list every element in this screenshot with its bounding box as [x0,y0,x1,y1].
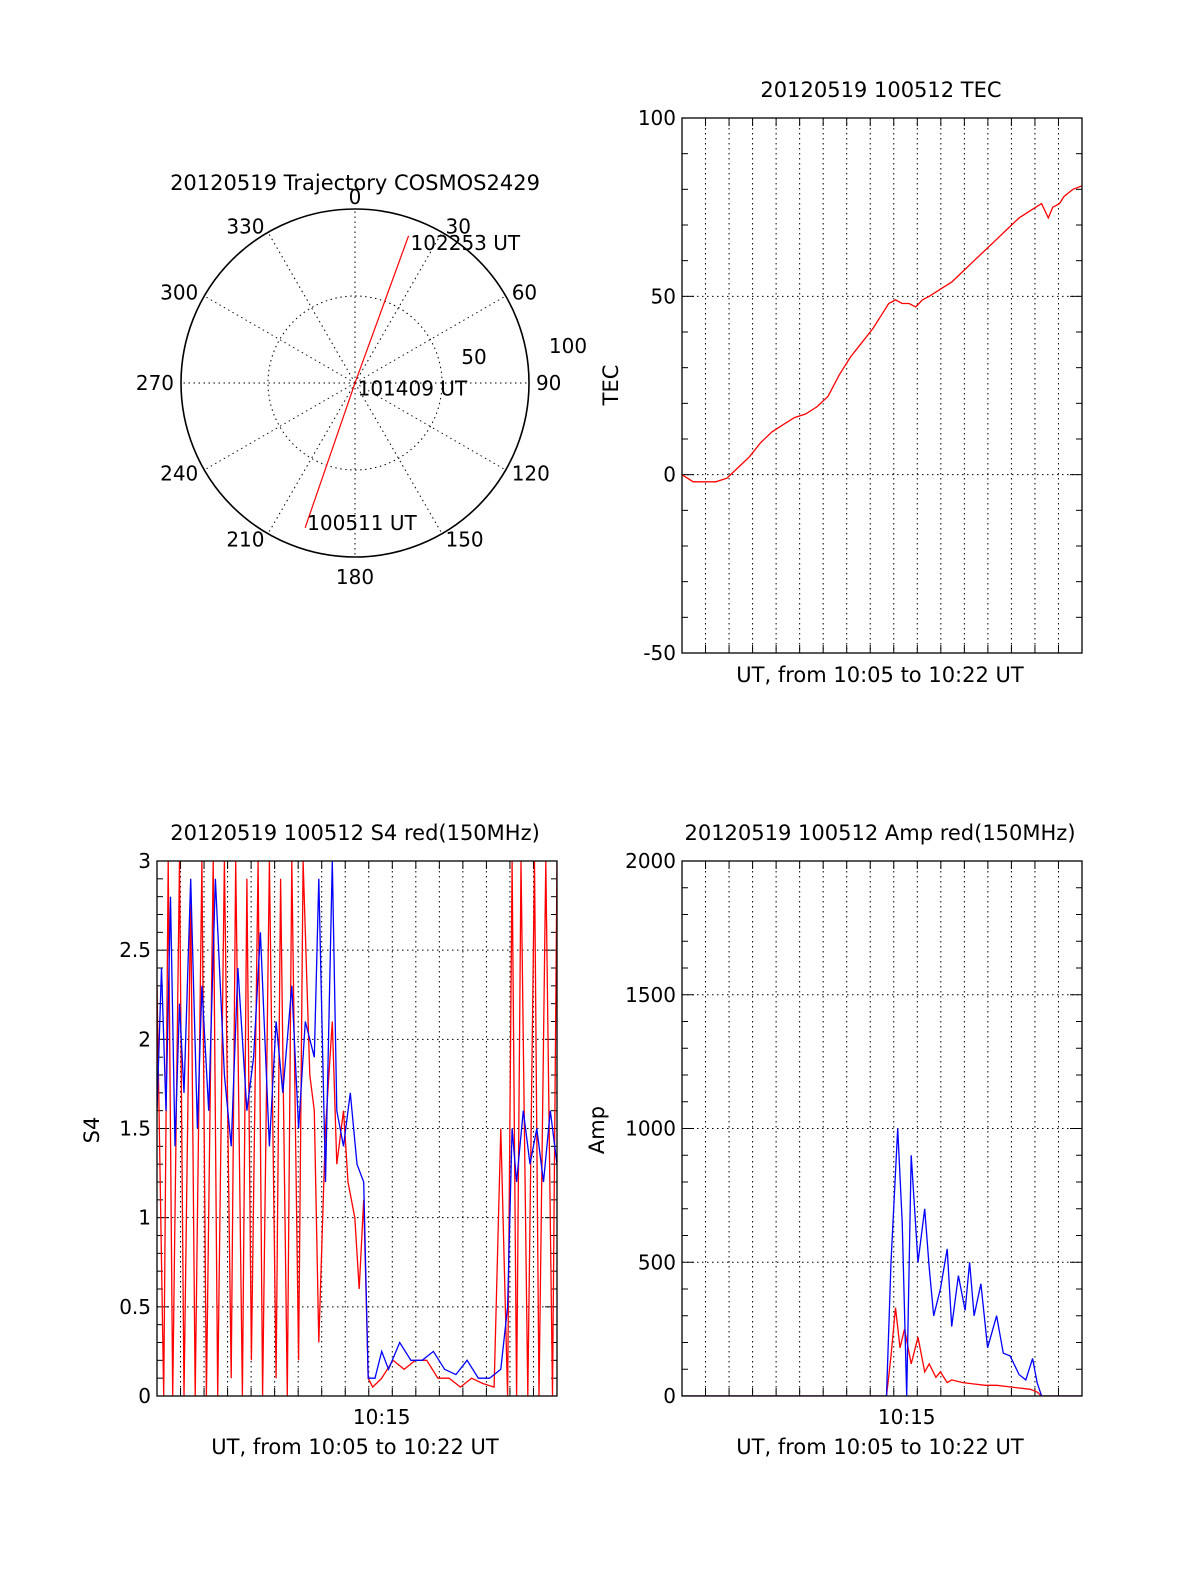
amp-plot-area: 2000 1500 1000 500 0 10:15 [625,849,1083,1429]
polar-spoke [204,382,356,471]
polar-radius-labels: 50 100 [461,334,587,369]
plot-frame [681,860,1083,1397]
polar-spoke [267,382,356,534]
y-tick-label: 2 [138,1027,151,1051]
trajectory-point-label: 102253 UT [411,231,521,255]
trajectory-line [304,235,410,528]
y-tick-label: 50 [651,284,676,308]
plot-frame [681,117,1083,654]
polar-azimuth-label: 150 [445,528,483,552]
polar-azimuth-label: 240 [160,461,198,485]
trajectory-title: 20120519 Trajectory COSMOS2429 [170,171,540,195]
polar-grid [181,209,529,557]
y-tick-label: 0 [138,1384,151,1408]
series-line-blue [682,1128,1082,1396]
polar-azimuth-label: 90 [536,371,561,395]
y-tick-label: 100 [638,106,676,130]
y-tick-label: 1.5 [119,1117,151,1141]
y-tick-label: 500 [638,1250,676,1274]
polar-spoke [354,232,443,384]
polar-outer-circle [180,208,530,558]
polar-azimuth-label: 210 [226,528,264,552]
y-tick-label: 1 [138,1206,151,1230]
trajectory-point-label: 101409 UT [358,376,468,400]
s4-ylabel: S4 [80,1117,104,1144]
tec-xlabel: UT, from 10:05 to 10:22 UT [736,663,1024,687]
polar-azimuth-label: 30 [445,214,470,238]
y-tick-label: 0.5 [119,1295,151,1319]
series-line-red [682,185,1082,483]
y-tick-label: 1000 [625,1117,676,1141]
polar-spoke [354,295,506,384]
polar-azimuth-label: 270 [136,371,174,395]
amp-title: 20120519 100512 Amp red(150MHz) [684,821,1075,845]
polar-spoke [354,382,443,534]
polar-azimuth-label: 120 [512,461,550,485]
x-tick-label: 10:15 [878,1405,936,1429]
series-line-blue [157,861,557,1379]
y-tick-label: 0 [663,1384,676,1408]
polar-radius-label: 100 [549,334,587,358]
y-tick-label: -50 [643,641,676,665]
trajectory-panel: 20120519 Trajectory COSMOS2429 0 30 60 90 12… [136,171,587,589]
tec-title: 20120519 100512 TEC [760,78,1001,102]
polar-azimuth-label: 180 [336,565,374,589]
polar-spoke [354,382,506,471]
s4-title: 20120519 100512 S4 red(150MHz) [170,821,540,845]
tec-ylabel: TEC [599,365,623,407]
polar-azimuth-label: 330 [226,214,264,238]
x-tick-label: 10:15 [353,1405,411,1429]
polar-radius-label: 50 [461,345,486,369]
polar-azimuth-label: 300 [160,281,198,305]
y-tick-label: 2000 [625,849,676,873]
series-line-red [682,1307,1082,1396]
y-tick-label: 1500 [625,983,676,1007]
polar-spoke [204,295,356,384]
tec-panel: 20120519 100512 TEC 100 50 0 -50 UT, from 1… [599,78,1083,687]
y-tick-label: 0 [663,463,676,487]
amp-xlabel: UT, from 10:05 to 10:22 UT [736,1435,1024,1459]
s4-xlabel: UT, from 10:05 to 10:22 UT [211,1435,499,1459]
y-tick-label: 3 [138,849,151,873]
y-tick-label: 2.5 [119,938,151,962]
s4-plot-area: 3 2.5 2 1.5 1 0.5 0 10:15 [119,849,558,1429]
amp-panel: 20120519 100512 Amp red(150MHz) 2000 1500… [585,821,1083,1459]
plot-frame [156,860,558,1397]
polar-spoke [267,232,356,384]
tec-plot-area: 100 50 0 -50 [638,106,1083,665]
polar-grid-ring [267,295,443,471]
polar-azimuth-label: 0 [349,185,362,209]
trajectory-point-label: 100511 UT [307,511,417,535]
s4-panel: 20120519 100512 S4 red(150MHz) 3 2.5 2 1.5 1… [80,821,558,1459]
polar-azimuth-label: 60 [512,281,537,305]
trajectory-series: 100511 UT 101409 UT 102253 UT [304,231,521,535]
polar-azimuth-labels: 0 30 60 90 120 150 180 210 240 270 300 330 [136,185,562,589]
amp-ylabel: Amp [585,1106,609,1154]
